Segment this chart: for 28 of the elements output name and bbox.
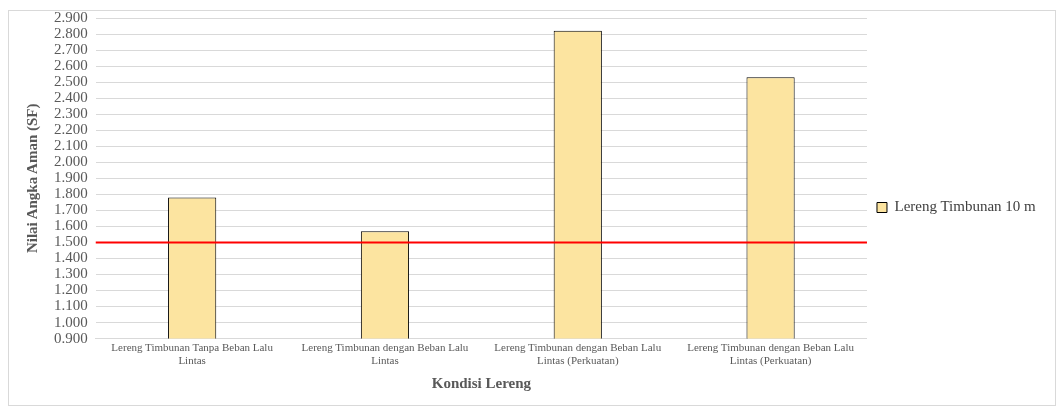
y-tick-label: 2.000 (54, 153, 88, 170)
y-axis-title: Nilai Angka Aman (SF) (23, 103, 41, 254)
y-tick-label: 1.300 (54, 265, 88, 282)
y-tick-label: 1.000 (54, 313, 88, 330)
y-tick-label: 1.200 (54, 281, 88, 298)
y-tick-label: 2.600 (54, 57, 88, 74)
y-tick-label: 0.900 (54, 329, 88, 346)
y-tick-label: 1.100 (54, 297, 88, 314)
y-tick-label: 2.300 (54, 105, 88, 122)
y-tick-label: 1.700 (54, 201, 88, 218)
y-tick-label: 1.800 (54, 185, 88, 202)
y-tick-label: 2.400 (54, 89, 88, 106)
y-tick-label: 1.500 (54, 233, 88, 250)
y-tick-label: 2.200 (54, 121, 88, 138)
y-tick-label: 2.900 (54, 8, 88, 25)
y-tick-label: 2.100 (54, 137, 88, 154)
y-tick-label: 2.500 (54, 73, 88, 90)
x-tick-label: Lereng Timbunan dengan Beban Lalu Lintas (Perkuatan) (494, 341, 662, 368)
x-tick-label: Lereng Timbunan dengan Beban Lalu Lintas (301, 341, 469, 367)
x-tick-label: Lereng Timbunan dengan Beban Lalu Lintas (Perkuatan) (687, 341, 855, 368)
x-tick-label: Lereng Timbunan Tanpa Beban Lalu Lintas (111, 341, 274, 367)
y-tick-label: 2.700 (54, 41, 88, 57)
y-tick-label: 1.400 (54, 249, 88, 266)
legend-label: Lereng Timbunan 10 m (894, 198, 1037, 215)
y-tick-label: 1.900 (54, 169, 88, 186)
y-tick-label: 2.800 (54, 24, 88, 41)
x-axis-title: Kondisi Lereng (431, 374, 532, 391)
y-tick-label: 1.600 (54, 217, 88, 234)
